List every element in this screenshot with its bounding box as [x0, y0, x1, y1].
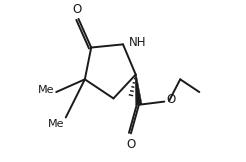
- Text: O: O: [72, 3, 81, 16]
- Text: Me: Me: [38, 86, 55, 95]
- Text: NH: NH: [129, 36, 147, 49]
- Polygon shape: [135, 75, 142, 105]
- Text: Me: Me: [48, 119, 64, 129]
- Text: O: O: [126, 138, 136, 151]
- Text: O: O: [166, 93, 175, 106]
